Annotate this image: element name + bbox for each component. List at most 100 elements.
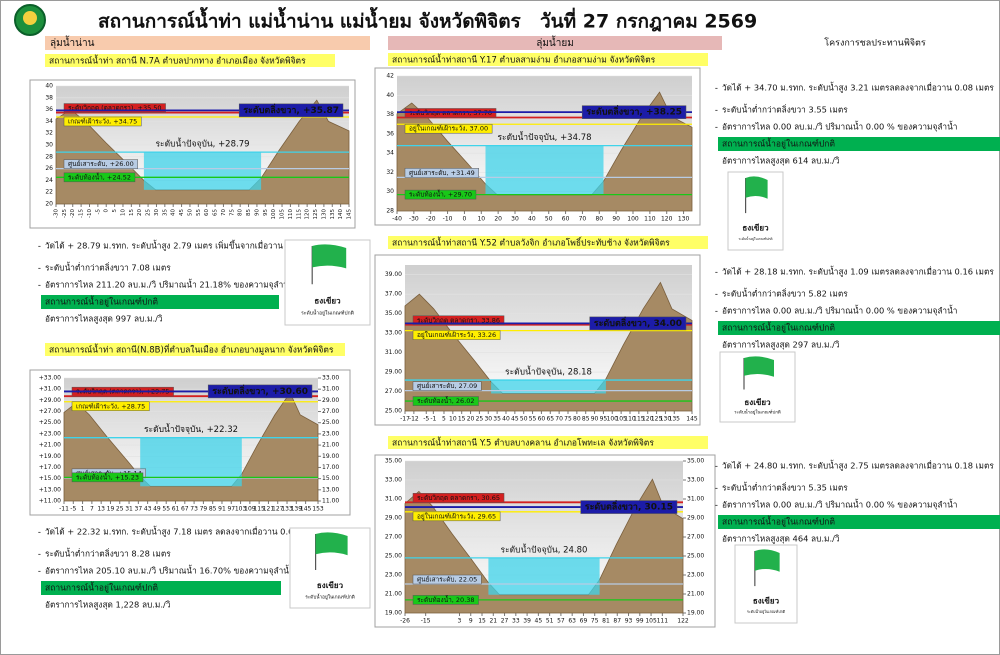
x-tick-label: 57 [557, 618, 565, 625]
station-title-bg [388, 436, 708, 449]
y2-tick-label: 29.00 [687, 515, 704, 522]
x-tick-label: -26 [400, 618, 410, 625]
report-line: วัดได้ + 24.80 ม.รทก. ระดับน้ำสูง 2.75 เ… [722, 460, 994, 472]
x-tick-label: 95 [600, 416, 608, 423]
y-tick-label: 28 [45, 153, 53, 160]
y-tick-label: +33.00 [39, 375, 61, 382]
x-tick-label: 73 [190, 506, 198, 513]
x-tick-label: 25 [146, 209, 152, 216]
station-panel: สถานการณ์น้ำท่าสถานี Y.52 ตำบลวังจิก อำเ… [374, 236, 1000, 426]
report-line: อัตราการไหล 0.00 ลบ.ม./วิ ปริมาณน้ำ 0.00… [722, 305, 957, 317]
level-label: ระดับน้ำปัจจุบัน, +34.78 [497, 131, 591, 143]
x-tick-label: 20 [137, 209, 143, 216]
x-tick-label: 120 [661, 216, 673, 223]
green-flag [744, 356, 774, 377]
x-tick-label: 115 [633, 416, 645, 423]
level-label-box [581, 105, 687, 119]
x-tick-label: 69 [580, 618, 588, 625]
x-tick-label: -30 [54, 209, 60, 218]
level-label: ระดับวิกฤต (ตลาดกรา), +35.50 [68, 104, 162, 112]
y-tick-label: 32 [45, 130, 53, 137]
x-tick-label: 100 [271, 209, 277, 220]
x-tick-label: 40 [171, 209, 177, 216]
y2-tick-label: 29.00 [322, 397, 339, 404]
x-tick-label: 43 [144, 506, 152, 513]
report-bullet: - [38, 550, 41, 560]
x-tick-label: 25 [116, 506, 124, 513]
level-label: ระดับตลิ่งขวา, 34.00 [594, 316, 682, 329]
y-tick-label: 29.00 [385, 369, 402, 376]
x-tick-label: 19 [107, 506, 115, 513]
y-tick-label: 38 [45, 94, 53, 101]
x-tick-label: 145 [347, 209, 353, 220]
level-label: ศูนย์เสาระดับ, 22.05 [417, 576, 477, 584]
x-tick-label: 85 [209, 506, 217, 513]
x-tick-label: 110 [644, 216, 656, 223]
level-label-box [412, 396, 479, 406]
column-header-bg [388, 36, 722, 50]
column-header: โครงการชลประทานพิจิตร [824, 38, 926, 49]
status-bar [718, 137, 1000, 151]
x-tick-label: 153 [312, 506, 324, 513]
x-tick-label: 37 [135, 506, 143, 513]
y-tick-label: 37.00 [385, 291, 402, 298]
x-tick-label: 67 [181, 506, 189, 513]
max-flow: อัตราการไหลสูงสุด 1,228 ลบ.ม./วิ [45, 600, 171, 611]
report-bullet: - [38, 281, 41, 291]
y2-tick-label: 25.00 [322, 419, 339, 426]
x-tick-label: 13 [97, 506, 105, 513]
report-bullet: - [715, 501, 718, 511]
y2-tick-label: 19.00 [322, 453, 339, 460]
x-tick-label: 70 [579, 216, 587, 223]
station-title: สถานการณ์น้ำท่าสถานี Y.17 ตำบลสามง่าม อำ… [392, 54, 656, 66]
y-tick-label: 36 [45, 106, 53, 113]
level-label-box [412, 315, 505, 326]
report-line: วัดได้ + 28.18 ม.รทก. ระดับน้ำสูง 1.09 เ… [722, 266, 994, 278]
y-tick-label: +15.00 [39, 475, 61, 482]
x-tick-label: 139 [291, 506, 303, 513]
flag-title: ธงเขียว [317, 580, 344, 590]
x-tick-label: 50 [187, 209, 193, 216]
y-tick-label: 40 [386, 92, 394, 99]
report-line: วัดได้ + 22.32 ม.รทก. ระดับน้ำสูง 7.18 เ… [45, 526, 320, 538]
x-tick-label: 50 [545, 216, 553, 223]
x-tick-label: 49 [153, 506, 161, 513]
x-tick-label: 39 [523, 618, 531, 625]
water-area [143, 152, 262, 190]
x-tick-label: 60 [204, 209, 210, 216]
y2-tick-label: 35.00 [687, 458, 704, 465]
report-bullet: - [715, 106, 718, 116]
level-label: ศูนย์เสาระดับ, +31.49 [409, 169, 475, 177]
x-tick-label: 87 [613, 618, 621, 625]
x-tick-label: 130 [321, 209, 327, 220]
flag-title: ธงเขียว [314, 296, 341, 306]
x-tick-label: 35 [162, 209, 168, 216]
x-tick-label: 60 [562, 216, 570, 223]
level-label-box [404, 168, 479, 178]
report-line: ระดับน้ำต่ำกว่าตลิ่งขวา 5.35 เมตร [722, 482, 848, 493]
x-tick-label: 120 [642, 416, 654, 423]
x-tick-label: 145 [686, 416, 698, 423]
y-tick-label: +17.00 [39, 464, 61, 471]
y-tick-label: +25.00 [39, 419, 61, 426]
x-tick-label: 20 [467, 416, 475, 423]
level-label-box [589, 316, 687, 331]
max-flow: อัตราการไหลสูงสุด 997 ลบ.ม./วิ [45, 314, 163, 325]
x-tick-label: 93 [625, 618, 633, 625]
water-area [140, 437, 242, 487]
level-label-box [63, 159, 138, 169]
logo [14, 4, 46, 36]
y-tick-label: 27.00 [385, 388, 402, 395]
level-label-box [207, 384, 313, 399]
status-text: สถานการณ์น้ำอยู่ในเกณฑ์ปกติ [45, 582, 158, 594]
x-tick-label: 45 [179, 209, 185, 216]
level-label: อยู่ในเกณฑ์เฝ้าระวัง, 33.26 [417, 331, 496, 339]
x-tick-label: 55 [529, 416, 537, 423]
status-bar [41, 581, 281, 595]
level-label-box [404, 123, 493, 134]
report-bullet: - [715, 290, 718, 300]
y-tick-label: 34 [45, 118, 53, 125]
level-label-box [71, 401, 150, 412]
x-tick-label: 100 [627, 216, 639, 223]
